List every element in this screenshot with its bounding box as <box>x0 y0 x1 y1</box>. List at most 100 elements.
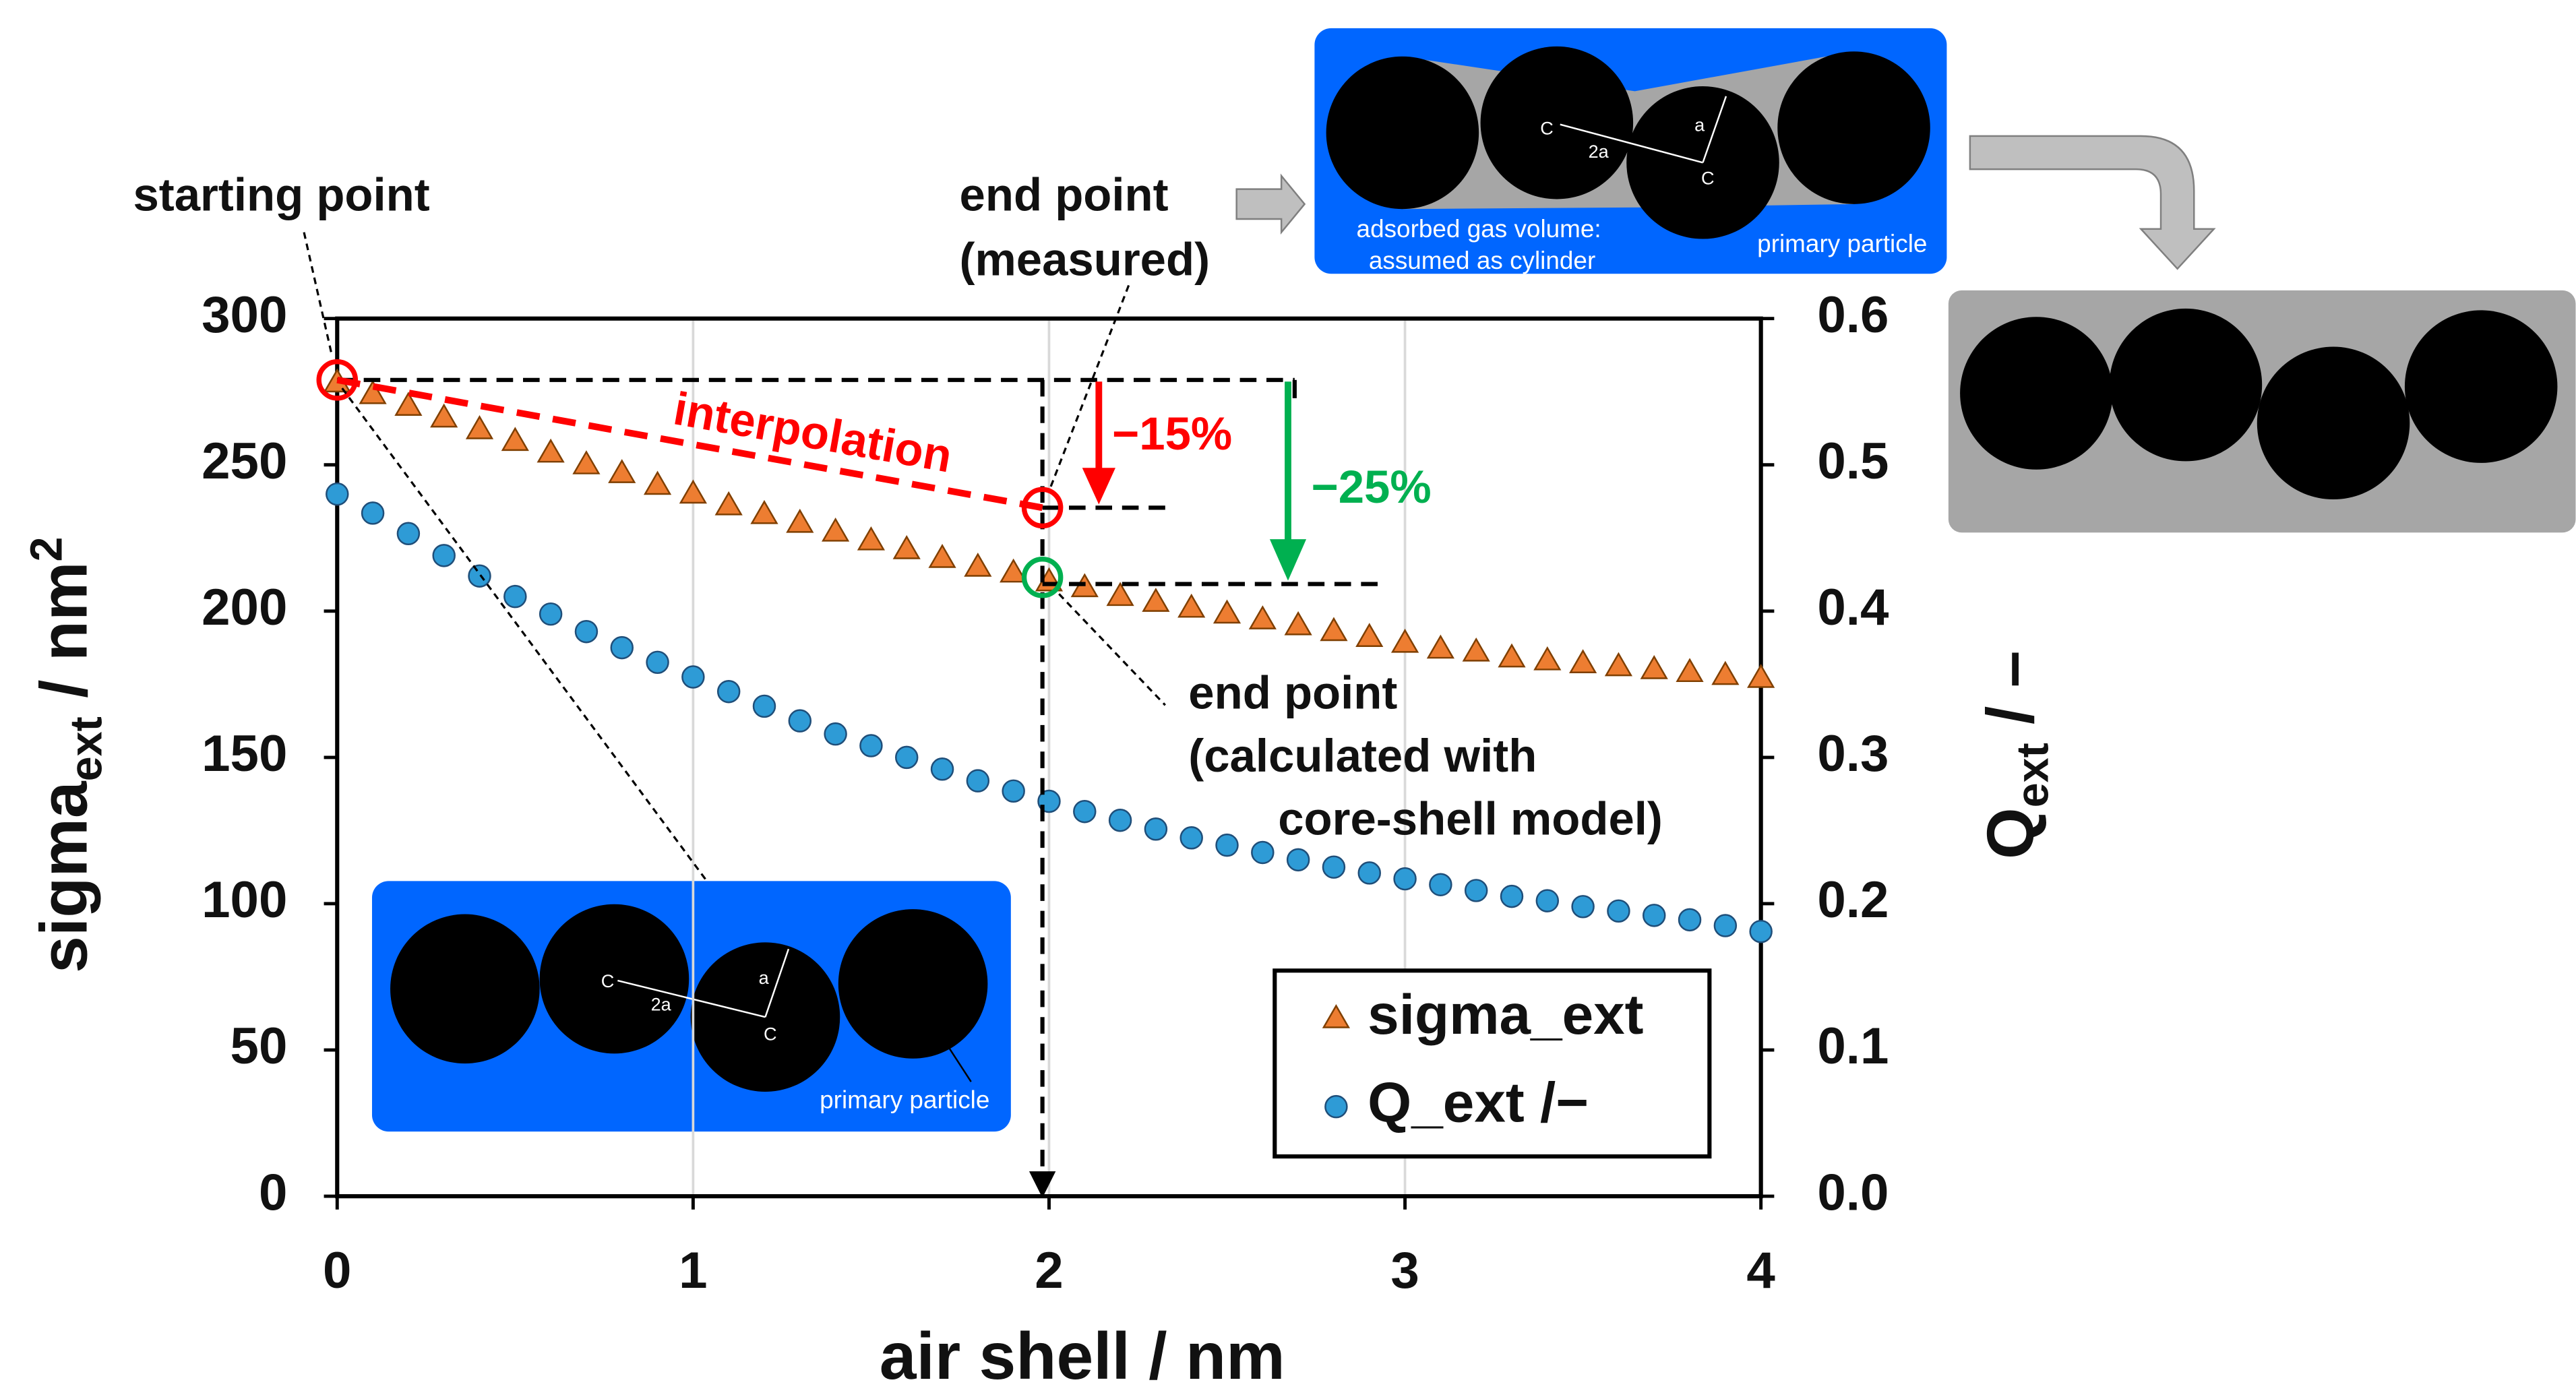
data-point <box>1000 558 1028 583</box>
inset-label: a <box>759 967 770 988</box>
legend-label: Q_ext /− <box>1368 1070 1589 1134</box>
data-point <box>966 769 990 793</box>
annotation: core-shell model) <box>1278 793 1663 844</box>
data-point <box>1357 861 1381 885</box>
data-point <box>1251 840 1275 865</box>
x-tick-label: 4 <box>1746 1242 1775 1299</box>
inset-caption: assumed as cylinder <box>1369 247 1595 274</box>
data-point <box>1429 873 1452 896</box>
particle <box>1480 46 1634 199</box>
data-point <box>1678 908 1702 932</box>
data-point <box>1106 582 1134 607</box>
data-point <box>1144 817 1168 841</box>
inset-label: C <box>1701 167 1715 188</box>
data-point <box>1749 919 1773 943</box>
legend-marker <box>1324 1094 1348 1119</box>
annotations <box>303 232 1386 1198</box>
data-point <box>716 679 741 704</box>
arrow <box>1969 135 2216 270</box>
data-point <box>468 564 491 588</box>
data-point <box>1571 895 1595 919</box>
particle <box>838 909 988 1059</box>
data-point <box>1498 643 1526 668</box>
arrow-head <box>1029 1171 1056 1198</box>
data-point <box>1533 646 1562 671</box>
data-point <box>1676 658 1704 683</box>
data-point <box>536 438 565 463</box>
data-point <box>396 522 421 546</box>
data-point <box>1213 599 1241 624</box>
data-point <box>610 635 634 660</box>
data-point <box>465 415 494 439</box>
inset-caption: primary particle <box>820 1086 989 1114</box>
particle <box>1326 56 1479 210</box>
particle <box>2404 310 2558 463</box>
leader-line <box>341 387 707 880</box>
y2-tick-label: 0.6 <box>1817 286 1889 344</box>
data-point <box>964 553 992 577</box>
radius-line <box>617 979 766 1018</box>
data-point <box>1284 611 1312 635</box>
data-point <box>714 491 743 516</box>
data-point <box>1142 588 1170 612</box>
y2-tick-label: 0.2 <box>1817 871 1889 929</box>
data-point <box>1426 634 1454 659</box>
data-point <box>1248 605 1277 629</box>
data-point <box>1643 904 1666 927</box>
inset-label: 2a <box>651 993 672 1014</box>
data-point <box>1002 779 1025 803</box>
data-point <box>1569 649 1597 674</box>
radius-line <box>1702 96 1727 163</box>
marker-circle <box>316 359 359 401</box>
data-point <box>608 459 636 483</box>
marker-circle <box>1021 487 1064 529</box>
particle <box>2109 308 2263 462</box>
y-tick-label: 100 <box>202 871 287 929</box>
data-point <box>1355 623 1384 647</box>
inset-label: C <box>1540 117 1554 138</box>
data-point <box>1215 833 1239 857</box>
data-point <box>326 482 349 506</box>
y2-tick-label: 0.1 <box>1817 1018 1889 1075</box>
data-point <box>1179 826 1203 850</box>
data-point <box>572 450 601 474</box>
data-point <box>539 602 563 626</box>
y2-label-part: Q <box>1973 807 2047 859</box>
data-point <box>1108 809 1132 832</box>
y2-label-part: / – <box>1973 650 2047 743</box>
annotation: (calculated with <box>1188 730 1537 782</box>
data-point <box>1711 660 1740 685</box>
data-point <box>859 734 883 757</box>
data-point <box>646 650 669 675</box>
y-axis-label: sigmaext / nm2 <box>22 536 112 972</box>
annotation: −25% <box>1311 461 1431 513</box>
data-point <box>501 427 529 452</box>
data-point <box>394 392 423 416</box>
data-point <box>786 508 814 533</box>
data-point <box>1462 637 1490 662</box>
data-point <box>1607 899 1630 923</box>
plot-frame <box>335 316 1763 1199</box>
data-point <box>1500 884 1524 908</box>
leader-line <box>1047 284 1130 492</box>
radius-line <box>1560 123 1703 164</box>
data-point <box>1535 889 1560 912</box>
x-tick-label: 2 <box>1035 1242 1063 1299</box>
radius-line <box>764 948 790 1018</box>
y-label-part: sigma <box>27 780 101 973</box>
annotation: end point <box>960 169 1169 221</box>
data-point <box>824 722 847 746</box>
inset-label: C <box>601 970 615 991</box>
leader-line <box>1058 593 1166 706</box>
arrow-head <box>1082 468 1115 505</box>
inset-chain: C 2a a C primary particle <box>371 881 1011 1132</box>
y-tick-label: 150 <box>202 725 287 782</box>
inset-label: a <box>1694 114 1705 135</box>
legend-box <box>1272 968 1712 1159</box>
x-axis-label: air shell / nm <box>880 1319 1285 1393</box>
data-point <box>361 501 385 525</box>
x-tick-label: 0 <box>323 1242 351 1299</box>
data-point <box>750 499 778 524</box>
